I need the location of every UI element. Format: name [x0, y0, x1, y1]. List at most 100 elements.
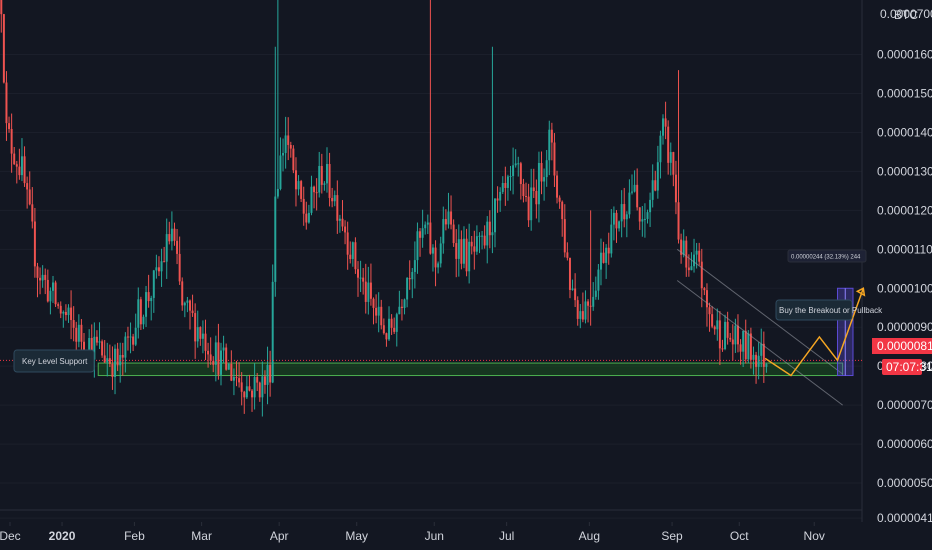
- candle-body: [351, 242, 354, 260]
- candle-body: [470, 241, 473, 247]
- candle-body: [651, 180, 654, 200]
- candle-body: [411, 271, 414, 280]
- candle-body: [62, 311, 65, 314]
- candle-body: [36, 266, 39, 278]
- candle-body: [23, 156, 26, 184]
- candle-body: [716, 320, 719, 330]
- candle-body: [292, 148, 295, 171]
- candle-body: [238, 378, 241, 383]
- time-tick-label: Dec: [0, 529, 21, 543]
- candle-body: [126, 336, 129, 338]
- support-label[interactable]: Key Level Support: [13, 349, 95, 373]
- candle-body: [731, 339, 734, 345]
- candle-body: [297, 181, 300, 190]
- candle-body: [442, 219, 445, 244]
- candle-body: [620, 204, 623, 222]
- candle-body: [95, 336, 98, 343]
- candle-body: [662, 118, 665, 136]
- candle-body: [734, 325, 737, 345]
- candle-body: [111, 363, 114, 377]
- candle-body: [687, 267, 690, 271]
- candle-body: [450, 211, 453, 225]
- candle-body: [703, 288, 706, 291]
- candle-body: [431, 247, 434, 254]
- candle-body: [462, 238, 465, 264]
- candle-body: [101, 341, 104, 356]
- candle-body: [721, 348, 724, 350]
- candle-body: [488, 221, 491, 236]
- channel-line: [676, 248, 843, 375]
- candle-body: [680, 239, 683, 255]
- candle-body: [519, 163, 522, 185]
- candle-body: [522, 184, 525, 196]
- candle-body: [605, 247, 608, 263]
- candle-body: [300, 181, 303, 199]
- candle-body: [690, 266, 693, 271]
- candle-body: [145, 292, 148, 317]
- candle-body: [282, 152, 285, 156]
- candle-body: [315, 192, 318, 194]
- candle-body: [0, 0, 3, 15]
- candle-body: [124, 336, 127, 358]
- candle-body: [333, 195, 336, 202]
- candle-body: [266, 364, 269, 385]
- candle-body: [525, 195, 528, 197]
- candle-body: [444, 219, 447, 225]
- candles: [0, 0, 768, 417]
- time-axis[interactable]: Dec 2020 Feb Mar Apr May Jun Jul Aug Sep Oct Nov: [0, 522, 825, 543]
- candle-body: [592, 296, 595, 307]
- candle-body: [116, 348, 119, 366]
- candle-body: [98, 341, 101, 343]
- candle-body: [367, 282, 370, 302]
- candle-body: [279, 155, 282, 189]
- svg-text:07:07:31: 07:07:31: [886, 360, 932, 374]
- candle-body: [509, 176, 512, 178]
- candle-body: [659, 135, 662, 163]
- candle-body: [18, 166, 21, 176]
- svg-text:Key Level Support: Key Level Support: [22, 357, 88, 366]
- candle-body: [375, 307, 378, 316]
- candle-body: [643, 218, 646, 220]
- candle-body: [708, 307, 711, 315]
- candle-body: [287, 135, 290, 145]
- time-tick-label: Apr: [270, 529, 289, 543]
- svg-text:0.00000815: 0.00000815: [877, 339, 932, 353]
- candle-body: [455, 243, 458, 259]
- candle-body: [388, 318, 391, 340]
- candle-body: [556, 175, 559, 198]
- candle-body: [612, 212, 615, 225]
- candle-body: [49, 290, 52, 302]
- candle-body: [39, 277, 42, 281]
- callout-label[interactable]: Buy the Breakout or Pullback: [775, 299, 883, 321]
- candle-body: [377, 306, 380, 316]
- candle-body: [165, 234, 168, 262]
- candle-body: [628, 192, 631, 215]
- descending-channel: [676, 248, 843, 406]
- candle-body: [752, 354, 755, 360]
- candle-body: [400, 306, 403, 309]
- last-price-label: 0.00000815: [872, 338, 932, 354]
- candle-body: [473, 246, 476, 252]
- candle-body: [506, 176, 509, 188]
- candle-body: [199, 327, 202, 339]
- candle-body: [491, 232, 494, 236]
- candle-body: [168, 234, 171, 242]
- candle-body: [566, 252, 569, 258]
- candle-body: [499, 191, 502, 201]
- candle-body: [599, 252, 602, 270]
- candle-body: [176, 240, 179, 254]
- candle-body: [240, 382, 243, 392]
- candle-body: [380, 306, 383, 326]
- candle-body: [26, 183, 29, 190]
- candle-body: [406, 277, 409, 300]
- candle-body: [225, 347, 228, 370]
- countdown-label: 07:07:31: [882, 359, 932, 375]
- candle-body: [217, 342, 220, 375]
